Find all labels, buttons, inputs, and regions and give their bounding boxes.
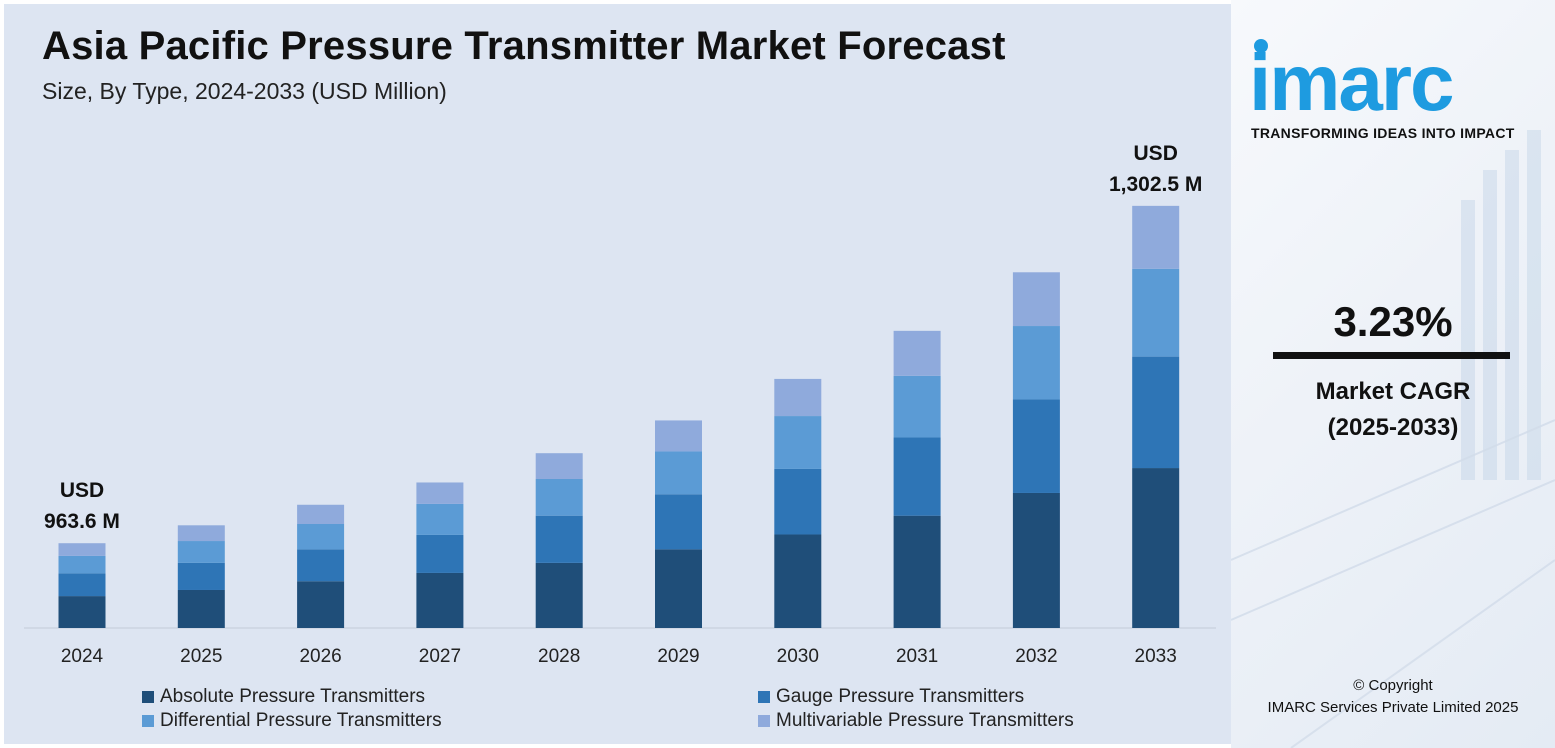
x-tick-label-2031: 2031 <box>896 646 938 667</box>
x-tick-label-2029: 2029 <box>657 646 699 667</box>
bar-segment-2026-s2 <box>297 523 345 550</box>
bar-segment-2029-s1 <box>655 494 702 550</box>
bar-segment-2029-s0 <box>655 549 702 628</box>
x-tick-label-2027: 2027 <box>419 646 461 667</box>
legend-label-gauge: Gauge Pressure Transmitters <box>776 686 1025 707</box>
legend-swatch-gauge <box>758 691 770 703</box>
x-tick-label-2025: 2025 <box>180 646 222 667</box>
bar-segment-2028-s3 <box>535 453 583 479</box>
x-tick-label-2024: 2024 <box>61 646 104 667</box>
chart-legend: Absolute Pressure Transmitters Gauge Pre… <box>142 684 1142 734</box>
imarc-logo: imarc <box>1249 38 1455 127</box>
legend-swatch-absolute <box>142 691 154 703</box>
bar-segment-2032-s0 <box>1012 492 1060 628</box>
bar-segment-2030-s3 <box>774 378 822 417</box>
total-label-2024-currency: USD <box>60 479 104 502</box>
bar-segment-2029-s2 <box>655 451 702 495</box>
bar-segment-2033-s3 <box>1132 205 1180 269</box>
bar-segment-2032-s2 <box>1012 326 1060 400</box>
cagr-divider <box>1273 352 1510 359</box>
legend-label-multivariable: Multivariable Pressure Transmitters <box>776 710 1074 731</box>
total-label-2033-currency: USD <box>1134 142 1178 165</box>
x-tick-label-2030: 2030 <box>777 646 819 667</box>
background-chart-decoration <box>1231 130 1555 748</box>
bar-segment-2030-s2 <box>774 416 822 469</box>
bar-segment-2024-s2 <box>58 555 106 574</box>
cagr-label: Market CAGR <box>1315 378 1471 405</box>
bar-segment-2028-s0 <box>535 562 583 628</box>
bar-segment-2025-s1 <box>177 562 225 590</box>
copyright-text: © Copyright <box>1353 677 1433 694</box>
bar-segment-2032-s3 <box>1012 272 1060 327</box>
bar-segment-2027-s0 <box>416 572 464 628</box>
side-panel: imarc TRANSFORMING IDEAS INTO IMPACT 3.2… <box>1231 0 1555 748</box>
chart-title: Asia Pacific Pressure Transmitter Market… <box>42 24 1006 68</box>
cagr-period: (2025-2033) <box>1327 414 1459 441</box>
legend-label-differential: Differential Pressure Transmitters <box>160 710 442 731</box>
company-text: IMARC Services Private Limited 2025 <box>1267 699 1519 716</box>
legend-label-absolute: Absolute Pressure Transmitters <box>160 686 426 707</box>
bar-segment-2026-s3 <box>297 504 345 524</box>
bar-segment-2024-s3 <box>58 543 106 556</box>
stacked-bar-chart: 2024 2025 2026 2027 2028 2029 2030 2031 2032 2033… <box>24 142 1216 667</box>
legend-swatch-multivariable <box>758 715 770 727</box>
bar-segment-2027-s1 <box>416 534 464 573</box>
legend-item-gauge: Gauge Pressure Transmitters <box>758 686 1024 708</box>
bar-segment-2026-s1 <box>297 549 345 582</box>
bar-segment-2031-s2 <box>893 375 941 438</box>
bar-segment-2032-s1 <box>1012 399 1060 493</box>
cagr-value: 3.23% <box>1333 298 1453 345</box>
x-tick-label-2028: 2028 <box>538 646 580 667</box>
bar-segment-2025-s3 <box>177 525 225 542</box>
bar-segment-2030-s0 <box>774 534 822 628</box>
bar-segment-2033-s2 <box>1132 268 1180 357</box>
bar-segment-2031-s3 <box>893 330 941 376</box>
bar-segment-2024-s1 <box>58 573 106 597</box>
legend-item-absolute: Absolute Pressure Transmitters <box>142 686 425 708</box>
bar-segment-2025-s2 <box>177 541 225 563</box>
bar-segment-2027-s3 <box>416 482 464 504</box>
brand-tagline: TRANSFORMING IDEAS INTO IMPACT <box>1251 125 1515 141</box>
bar-segment-2025-s0 <box>177 589 225 628</box>
legend-swatch-differential <box>142 715 154 727</box>
bar-segment-2031-s0 <box>893 515 941 628</box>
bar-segment-2033-s0 <box>1132 468 1180 628</box>
x-tick-label-2032: 2032 <box>1015 646 1057 667</box>
legend-item-multivariable: Multivariable Pressure Transmitters <box>758 710 1074 732</box>
total-label-2033-value: 1,302.5 M <box>1109 173 1202 196</box>
bar-segment-2033-s1 <box>1132 356 1180 469</box>
bar-segment-2026-s0 <box>297 581 345 628</box>
total-label-2024-value: 963.6 M <box>44 510 120 533</box>
bar-segment-2031-s1 <box>893 437 941 516</box>
bar-segment-2030-s1 <box>774 468 822 535</box>
bar-segment-2029-s3 <box>655 420 702 452</box>
x-tick-label-2026: 2026 <box>299 646 341 667</box>
x-tick-label-2033: 2033 <box>1135 646 1177 667</box>
bar-segment-2027-s2 <box>416 503 464 535</box>
legend-item-differential: Differential Pressure Transmitters <box>142 710 442 732</box>
bar-segment-2028-s1 <box>535 515 583 563</box>
logo-text: imarc <box>1249 38 1453 127</box>
chart-subtitle: Size, By Type, 2024-2033 (USD Million) <box>42 78 447 104</box>
bar-segment-2028-s2 <box>535 478 583 516</box>
bar-segment-2024-s0 <box>58 596 106 628</box>
